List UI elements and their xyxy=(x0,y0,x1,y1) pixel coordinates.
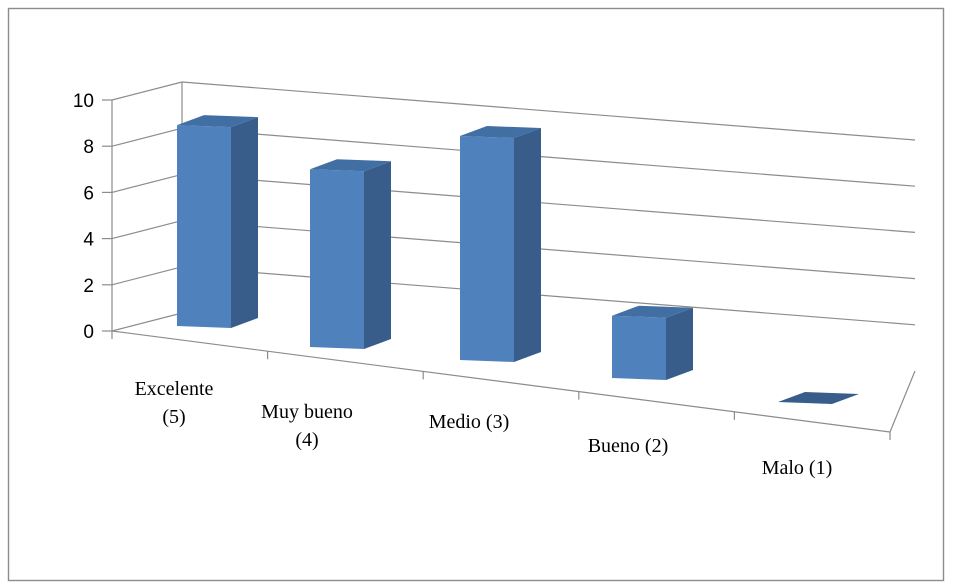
bar-top xyxy=(778,392,859,404)
gridline xyxy=(181,127,916,187)
y-tick-label: 10 xyxy=(73,91,94,112)
floor-right-edge xyxy=(889,370,916,433)
axes xyxy=(111,82,916,440)
bar-excelente-5 xyxy=(177,115,258,328)
bar-top xyxy=(177,115,258,128)
bar-front xyxy=(612,315,666,380)
bar-front xyxy=(177,125,231,328)
bars xyxy=(177,115,859,404)
side-gridline xyxy=(111,220,183,240)
gridlines xyxy=(102,81,916,332)
bar-top xyxy=(612,305,693,318)
category-label-line: (5) xyxy=(162,406,185,428)
side-gridline xyxy=(111,81,183,101)
bar-bueno-2 xyxy=(612,305,693,380)
gridline xyxy=(181,266,916,326)
bar-side xyxy=(364,161,391,349)
category-label-line: (4) xyxy=(295,429,318,451)
side-gridline xyxy=(111,173,183,193)
category-labels: Excelente (5) Muy bueno (4) Medio (3) Bueno (… xyxy=(135,378,833,479)
y-tick-label: 2 xyxy=(83,276,94,297)
chart-border-rect xyxy=(7,7,945,582)
y-tick-labels: 0 2 4 6 8 10 xyxy=(73,91,95,343)
bar-front xyxy=(310,169,364,349)
category-label: Bueno (2) xyxy=(588,435,669,457)
category-label-line: Muy bueno xyxy=(261,401,353,423)
y-tick-label: 0 xyxy=(83,322,94,343)
bar-top xyxy=(310,159,391,172)
bar-side xyxy=(231,117,258,328)
chart-border xyxy=(7,7,945,582)
bar-top xyxy=(460,126,541,138)
y-tick-label: 6 xyxy=(83,183,94,204)
bar-side xyxy=(666,307,693,380)
gridline xyxy=(181,220,916,280)
category-label: Muy bueno (4) xyxy=(261,401,353,451)
bar-medio-3 xyxy=(460,126,541,362)
gridline xyxy=(181,81,916,141)
bar-front xyxy=(460,136,514,362)
side-gridline xyxy=(111,127,183,147)
bar-side xyxy=(514,128,541,362)
bar-malo-1 xyxy=(778,392,859,404)
bar-muy-bueno-4 xyxy=(310,159,391,349)
y-tick-label: 4 xyxy=(83,230,94,251)
category-label: Malo (1) xyxy=(762,457,833,479)
category-label: Excelente (5) xyxy=(135,378,214,428)
x-axis-line xyxy=(111,330,891,433)
category-label-line: Malo (1) xyxy=(762,457,833,479)
category-label: Medio (3) xyxy=(429,411,510,433)
category-label-line: Medio (3) xyxy=(429,411,510,433)
y-tick-label: 8 xyxy=(83,137,94,158)
side-gridline xyxy=(111,312,183,332)
gridline xyxy=(181,173,916,233)
side-gridline xyxy=(111,266,183,286)
category-label-line: Bueno (2) xyxy=(588,435,669,457)
category-label-line: Excelente xyxy=(135,378,214,400)
